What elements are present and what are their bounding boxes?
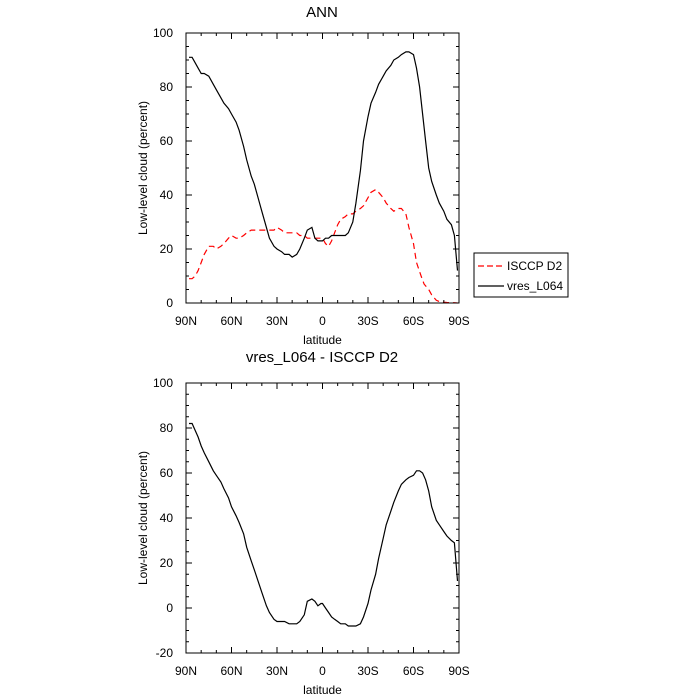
x-axis-label: latitude [303, 333, 342, 347]
y-axis-label: Low-level cloud (percent) [136, 451, 150, 585]
x-tick-label: 30N [266, 314, 288, 328]
chart-ann: ANN 0 20 40 60 80 100 90N 60N 30N 0 30S 60S 90S latit… [136, 4, 569, 347]
plot-frame [185, 382, 460, 654]
x-tick-label: 0 [319, 314, 326, 328]
legend: ISCCP D2 vres_L064 [473, 252, 569, 298]
y-tick-label: 0 [166, 296, 173, 310]
chart-difference: vres_L064 - ISCCP D2 -20 0 20 40 60 80 100 90N 6… [136, 349, 470, 697]
series-line-diff-0 [189, 422, 459, 627]
x-tick-label: 90N [175, 664, 197, 678]
y-tick-label: 20 [160, 242, 174, 256]
y-tick-label: 100 [153, 376, 173, 390]
legend-label: ISCCP D2 [507, 259, 562, 273]
chart-title: ANN [306, 4, 338, 21]
x-tick-label: 30S [357, 314, 378, 328]
y-tick-label: 40 [160, 511, 174, 525]
x-axis-label: latitude [303, 683, 342, 697]
y-tick-label: 80 [160, 80, 174, 94]
y-tick-label: 100 [153, 26, 173, 40]
y-tick-label: 60 [160, 134, 174, 148]
y-axis-label: Low-level cloud (percent) [136, 101, 150, 235]
legend-box [473, 252, 569, 298]
x-tick-label: 30S [357, 664, 378, 678]
x-tick-label: 60N [220, 314, 242, 328]
series-line-isccp-d2 [189, 188, 458, 304]
y-tick-label: -20 [156, 646, 174, 660]
y-tick-label: 40 [160, 188, 174, 202]
x-tick-label: 90S [448, 314, 469, 328]
x-tick-label: 30N [266, 664, 288, 678]
y-tick-label: 60 [160, 466, 174, 480]
y-tick-label: 20 [160, 556, 174, 570]
series-line-vres-l064 [189, 51, 459, 271]
legend-label: vres_L064 [507, 279, 563, 293]
x-tick-label: 90S [448, 664, 469, 678]
chart-title: vres_L064 - ISCCP D2 [246, 349, 398, 366]
plot-frame [185, 32, 460, 304]
x-tick-label: 0 [319, 664, 326, 678]
y-tick-label: 80 [160, 421, 174, 435]
x-tick-label: 60S [403, 314, 424, 328]
x-tick-label: 60N [220, 664, 242, 678]
y-tick-label: 0 [166, 601, 173, 615]
x-tick-label: 60S [403, 664, 424, 678]
x-tick-label: 90N [175, 314, 197, 328]
